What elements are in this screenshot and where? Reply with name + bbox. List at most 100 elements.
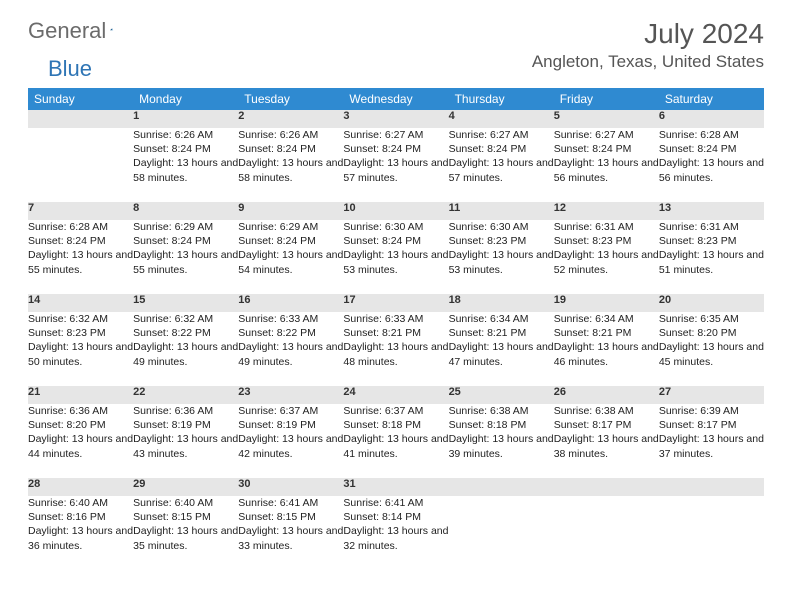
day-cell: Sunrise: 6:34 AMSunset: 8:21 PMDaylight:… [449,312,554,386]
day-number: 8 [133,202,238,220]
sunrise-line: Sunrise: 6:29 AM [238,220,343,234]
day-number: 24 [343,386,448,404]
daylight-line: Daylight: 13 hours and 35 minutes. [133,524,238,552]
day-number: 3 [343,110,448,128]
dayname-fri: Friday [554,88,659,110]
daylight-line: Daylight: 13 hours and 47 minutes. [449,340,554,368]
daylight-line: Daylight: 13 hours and 32 minutes. [343,524,448,552]
day-number: 16 [238,294,343,312]
dayname-sun: Sunday [28,88,133,110]
day-cell: Sunrise: 6:33 AMSunset: 8:22 PMDaylight:… [238,312,343,386]
day-number: 30 [238,478,343,496]
sunset-line: Sunset: 8:24 PM [554,142,659,156]
sunrise-line: Sunrise: 6:31 AM [554,220,659,234]
logo-text-general: General [28,18,106,44]
day-cell: Sunrise: 6:41 AMSunset: 8:14 PMDaylight:… [343,496,448,570]
day-cell: Sunrise: 6:40 AMSunset: 8:16 PMDaylight:… [28,496,133,570]
week-2-nums: 14151617181920 [28,294,764,312]
day-cell: Sunrise: 6:26 AMSunset: 8:24 PMDaylight:… [238,128,343,202]
day-number: 14 [28,294,133,312]
sunset-line: Sunset: 8:24 PM [238,142,343,156]
day-cell: Sunrise: 6:35 AMSunset: 8:20 PMDaylight:… [659,312,764,386]
day-cell: Sunrise: 6:36 AMSunset: 8:20 PMDaylight:… [28,404,133,478]
day-number: 13 [659,202,764,220]
daylight-line: Daylight: 13 hours and 49 minutes. [133,340,238,368]
sunrise-line: Sunrise: 6:26 AM [238,128,343,142]
day-cell: Sunrise: 6:37 AMSunset: 8:19 PMDaylight:… [238,404,343,478]
day-number: 12 [554,202,659,220]
sunset-line: Sunset: 8:21 PM [554,326,659,340]
sunset-line: Sunset: 8:17 PM [554,418,659,432]
day-number: 31 [343,478,448,496]
sunset-line: Sunset: 8:24 PM [343,234,448,248]
day-number: 9 [238,202,343,220]
daylight-line: Daylight: 13 hours and 56 minutes. [554,156,659,184]
sunset-line: Sunset: 8:14 PM [343,510,448,524]
day-cell: Sunrise: 6:28 AMSunset: 8:24 PMDaylight:… [659,128,764,202]
daylight-line: Daylight: 13 hours and 55 minutes. [133,248,238,276]
day-number: 19 [554,294,659,312]
day-number: 18 [449,294,554,312]
daylight-line: Daylight: 13 hours and 46 minutes. [554,340,659,368]
sunrise-line: Sunrise: 6:32 AM [28,312,133,326]
dayname-mon: Monday [133,88,238,110]
daylight-line: Daylight: 13 hours and 58 minutes. [238,156,343,184]
location-title: Angleton, Texas, United States [532,52,764,72]
dayname-row: Sunday Monday Tuesday Wednesday Thursday… [28,88,764,110]
dayname-sat: Saturday [659,88,764,110]
sunset-line: Sunset: 8:24 PM [238,234,343,248]
sunrise-line: Sunrise: 6:31 AM [659,220,764,234]
daylight-line: Daylight: 13 hours and 38 minutes. [554,432,659,460]
sunset-line: Sunset: 8:24 PM [133,234,238,248]
daylight-line: Daylight: 13 hours and 53 minutes. [343,248,448,276]
logo: General [28,18,132,44]
day-number [449,478,554,496]
day-cell: Sunrise: 6:29 AMSunset: 8:24 PMDaylight:… [238,220,343,294]
sunrise-line: Sunrise: 6:30 AM [449,220,554,234]
day-number: 20 [659,294,764,312]
day-number: 22 [133,386,238,404]
sunrise-line: Sunrise: 6:40 AM [28,496,133,510]
sunrise-line: Sunrise: 6:38 AM [449,404,554,418]
day-number: 2 [238,110,343,128]
day-number: 5 [554,110,659,128]
sunrise-line: Sunrise: 6:38 AM [554,404,659,418]
daylight-line: Daylight: 13 hours and 36 minutes. [28,524,133,552]
sunset-line: Sunset: 8:22 PM [133,326,238,340]
daylight-line: Daylight: 13 hours and 33 minutes. [238,524,343,552]
day-cell: Sunrise: 6:27 AMSunset: 8:24 PMDaylight:… [554,128,659,202]
sunset-line: Sunset: 8:18 PM [449,418,554,432]
sunset-line: Sunset: 8:21 PM [343,326,448,340]
sunrise-line: Sunrise: 6:28 AM [28,220,133,234]
dayname-wed: Wednesday [343,88,448,110]
daylight-line: Daylight: 13 hours and 50 minutes. [28,340,133,368]
daylight-line: Daylight: 13 hours and 48 minutes. [343,340,448,368]
sunrise-line: Sunrise: 6:30 AM [343,220,448,234]
daylight-line: Daylight: 13 hours and 51 minutes. [659,248,764,276]
day-cell [554,496,659,570]
day-cell: Sunrise: 6:27 AMSunset: 8:24 PMDaylight:… [343,128,448,202]
dayname-tue: Tuesday [238,88,343,110]
sunrise-line: Sunrise: 6:35 AM [659,312,764,326]
day-number: 23 [238,386,343,404]
day-number: 27 [659,386,764,404]
day-cell: Sunrise: 6:26 AMSunset: 8:24 PMDaylight:… [133,128,238,202]
sunset-line: Sunset: 8:24 PM [343,142,448,156]
sunrise-line: Sunrise: 6:33 AM [343,312,448,326]
day-number: 29 [133,478,238,496]
day-number: 26 [554,386,659,404]
day-cell: Sunrise: 6:32 AMSunset: 8:22 PMDaylight:… [133,312,238,386]
week-4-nums: 28293031 [28,478,764,496]
logo-text-blue: Blue [48,56,92,82]
sunset-line: Sunset: 8:24 PM [449,142,554,156]
day-number: 25 [449,386,554,404]
daylight-line: Daylight: 13 hours and 56 minutes. [659,156,764,184]
sunset-line: Sunset: 8:15 PM [133,510,238,524]
daylight-line: Daylight: 13 hours and 45 minutes. [659,340,764,368]
day-cell [449,496,554,570]
day-cell [28,128,133,202]
sunrise-line: Sunrise: 6:34 AM [554,312,659,326]
sunrise-line: Sunrise: 6:34 AM [449,312,554,326]
day-number [28,110,133,128]
sunset-line: Sunset: 8:24 PM [28,234,133,248]
